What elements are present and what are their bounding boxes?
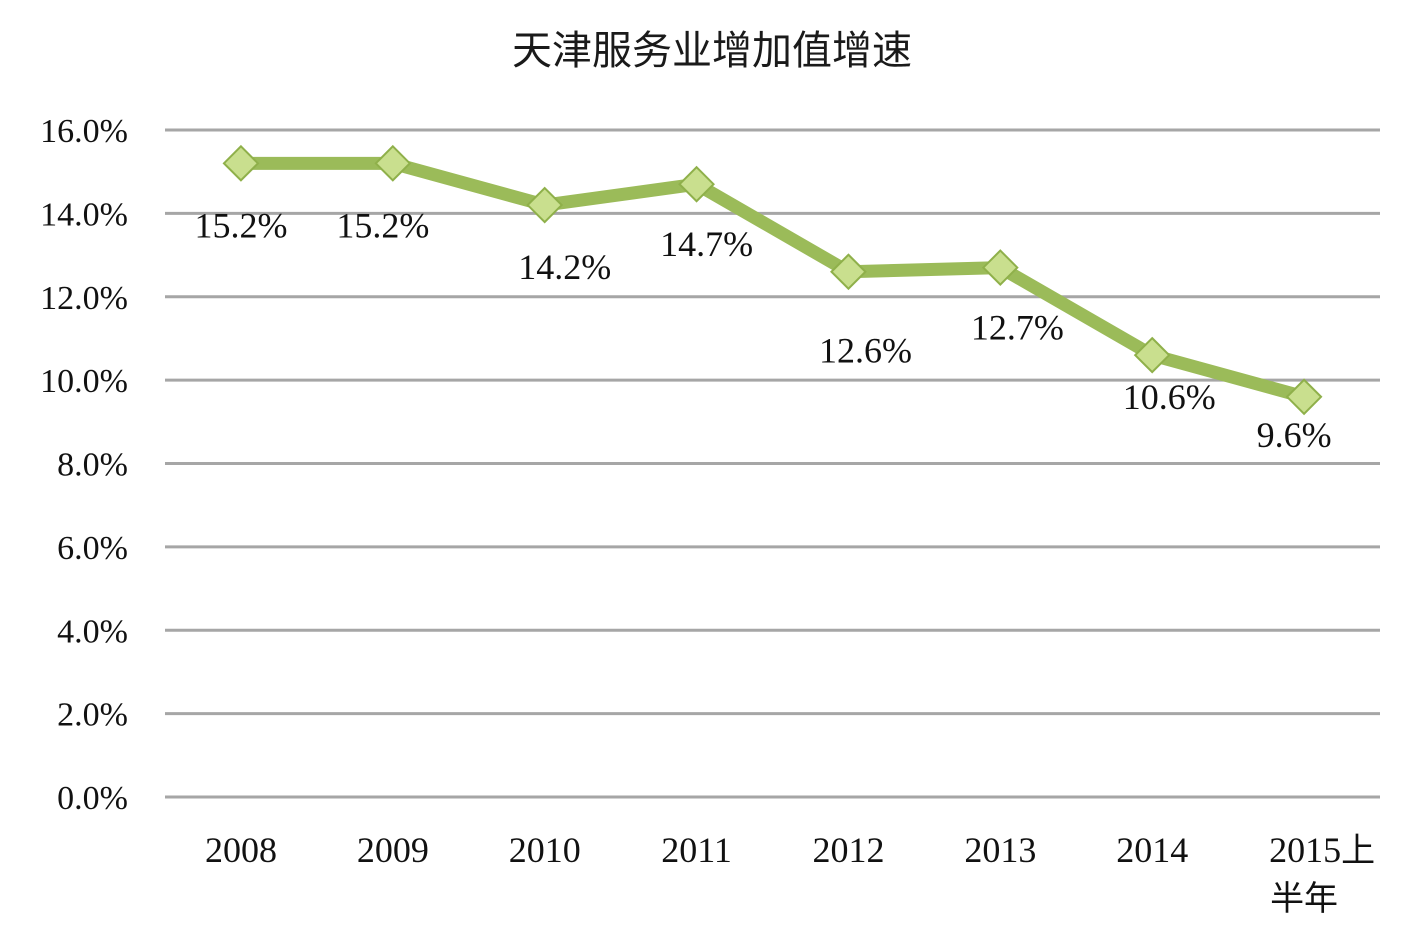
- data-label: 12.7%: [971, 308, 1064, 348]
- data-label: 14.7%: [660, 224, 753, 264]
- gridlines: [165, 128, 1380, 799]
- y-tick-label: 4.0%: [57, 613, 128, 650]
- y-tick-label: 12.0%: [40, 280, 128, 317]
- x-category-label: 2014: [1116, 830, 1188, 870]
- x-category-label: 2009: [357, 830, 429, 870]
- data-label: 12.6%: [819, 331, 912, 371]
- data-point-marker: [374, 144, 412, 182]
- data-label: 14.2%: [518, 247, 611, 287]
- data-label: 10.6%: [1123, 377, 1216, 417]
- markers-layer: [222, 144, 1323, 416]
- y-tick-label: 2.0%: [57, 697, 128, 734]
- x-category-label: 2015上: [1269, 830, 1375, 871]
- data-point-marker: [678, 165, 715, 203]
- data-label: 15.2%: [336, 205, 429, 245]
- data-point-marker: [981, 249, 1019, 286]
- data-label: 15.2%: [194, 205, 287, 245]
- x-category-label: 2011: [661, 830, 732, 870]
- series-line: [234, 156, 1311, 404]
- data-point-marker: [222, 144, 260, 182]
- chart-title: 天津服务业增加值增速: [512, 28, 912, 74]
- y-tick-label: 14.0%: [40, 196, 128, 233]
- x-category-label: 2010: [509, 830, 581, 870]
- data-point-marker: [830, 253, 867, 291]
- data-point-marker: [1133, 336, 1171, 374]
- data-labels-layer: 15.2% 15.2% 14.2% 14.7% 12.6% 12.7% 10.6% 9.6%: [194, 205, 1331, 454]
- y-tick-label: 8.0%: [57, 447, 128, 484]
- data-point-marker: [526, 186, 564, 224]
- y-axis-ticks: 0.0% 2.0% 4.0% 6.0% 8.0% 10.0% 12.0% 14.0% 16.0%: [40, 113, 128, 817]
- series-layer: [234, 156, 1311, 404]
- y-tick-label: 6.0%: [57, 530, 128, 567]
- x-category-label-line2: 半年: [1270, 879, 1338, 919]
- y-tick-label: 16.0%: [40, 113, 128, 150]
- x-category-label: 2012: [812, 830, 884, 870]
- data-point-marker: [1285, 378, 1323, 416]
- y-tick-label: 0.0%: [57, 780, 128, 817]
- y-tick-label: 10.0%: [40, 363, 128, 400]
- data-label: 9.6%: [1257, 415, 1332, 455]
- x-category-label: 2008: [205, 830, 277, 870]
- x-category-label: 2013: [964, 830, 1036, 870]
